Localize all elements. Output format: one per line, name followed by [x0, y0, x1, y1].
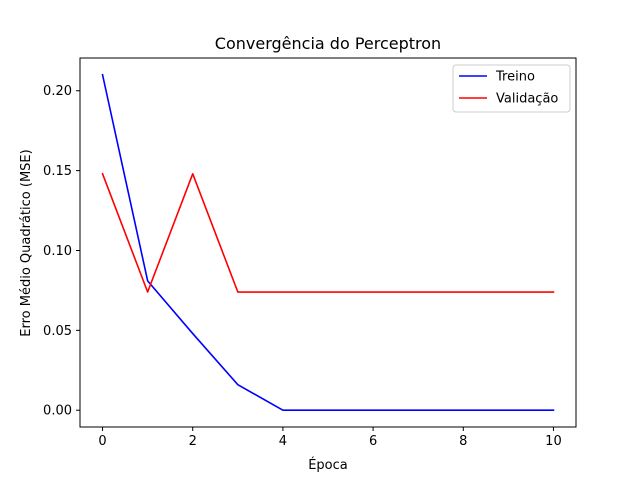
x-tick-label: 2: [189, 434, 197, 449]
x-axis-ticks: 0 2 4 6 8 10: [98, 427, 562, 449]
x-tick-label: 4: [279, 434, 287, 449]
y-tick-label: 0.05: [43, 324, 72, 339]
legend-label-validacao: Validação: [496, 92, 558, 107]
y-tick-label: 0.20: [43, 84, 72, 99]
legend: Treino Validação: [452, 64, 571, 113]
series-line-treino: [101, 73, 555, 412]
y-tick-label: 0.00: [43, 404, 72, 419]
chart-title: Convergência do Perceptron: [215, 34, 441, 53]
x-tick-label: 0: [98, 434, 106, 449]
y-tick-label: 0.15: [43, 164, 72, 179]
series-line-validacao: [101, 172, 555, 293]
x-tick-label: 8: [459, 434, 467, 449]
x-tick-label: 6: [369, 434, 377, 449]
axes-frame: [79, 57, 577, 428]
y-axis-ticks: 0.00 0.05 0.10 0.15 0.20: [43, 84, 80, 419]
y-axis-label: Erro Médio Quadrático (MSE): [19, 149, 34, 336]
plot-area: [79, 57, 577, 428]
y-tick-label: 0.10: [43, 244, 72, 259]
x-tick-label: 10: [545, 434, 562, 449]
x-axis-label: Época: [308, 457, 348, 473]
legend-label-treino: Treino: [495, 70, 535, 85]
